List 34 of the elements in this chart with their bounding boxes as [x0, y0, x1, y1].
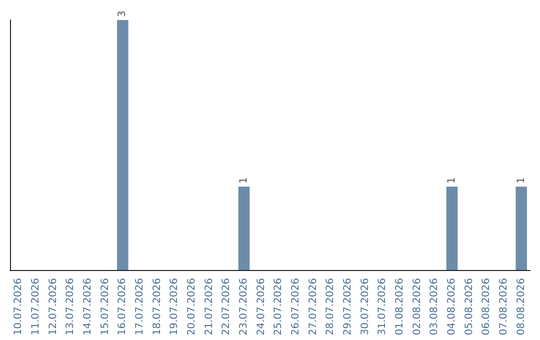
x-tick-label: 16.07.2026	[117, 278, 128, 336]
x-tick-label: 10.07.2026	[13, 278, 24, 336]
x-tick-label: 06.08.2026	[481, 278, 492, 336]
data-label: 1	[446, 177, 458, 184]
x-tick-label: 30.07.2026	[360, 278, 371, 336]
x-tick-label: 03.08.2026	[429, 278, 440, 336]
x-tick-label: 08.08.2026	[516, 278, 527, 336]
x-tick-label: 18.07.2026	[152, 278, 163, 336]
x-tick-label: 15.07.2026	[100, 278, 111, 336]
x-tick-label: 28.07.2026	[325, 278, 336, 336]
x-tick-label: 13.07.2026	[65, 278, 76, 336]
x-tick-label: 27.07.2026	[308, 278, 319, 336]
x-tick-label: 17.07.2026	[134, 278, 146, 336]
x-tick-label: 14.07.2026	[82, 278, 94, 336]
x-tick-label: 26.07.2026	[290, 278, 302, 336]
x-tick-label: 22.07.2026	[221, 278, 232, 336]
x-tick-label: 01.08.2026	[394, 278, 406, 336]
x-tick-label: 07.08.2026	[498, 278, 510, 336]
x-tick-label: 05.08.2026	[464, 278, 475, 336]
x-tick-label: 11.07.2026	[30, 278, 42, 336]
x-tick-label: 21.07.2026	[204, 278, 215, 336]
x-tick-label: 12.07.2026	[48, 278, 59, 336]
x-tick-label: 23.07.2026	[238, 278, 250, 336]
x-tick-label: 24.07.2026	[256, 278, 267, 336]
x-tick-label: 20.07.2026	[186, 278, 198, 336]
data-label: 1	[516, 177, 527, 184]
x-tick-label: 29.07.2026	[342, 278, 354, 336]
data-label: 1	[238, 177, 250, 184]
x-tick-label: 19.07.2026	[169, 278, 180, 336]
x-tick-label: 25.07.2026	[273, 278, 284, 336]
data-label: 3	[117, 10, 128, 17]
x-tick-label: 04.08.2026	[446, 278, 458, 336]
x-tick-label: 02.08.2026	[412, 278, 423, 336]
x-tick-label: 31.07.2026	[377, 278, 388, 336]
